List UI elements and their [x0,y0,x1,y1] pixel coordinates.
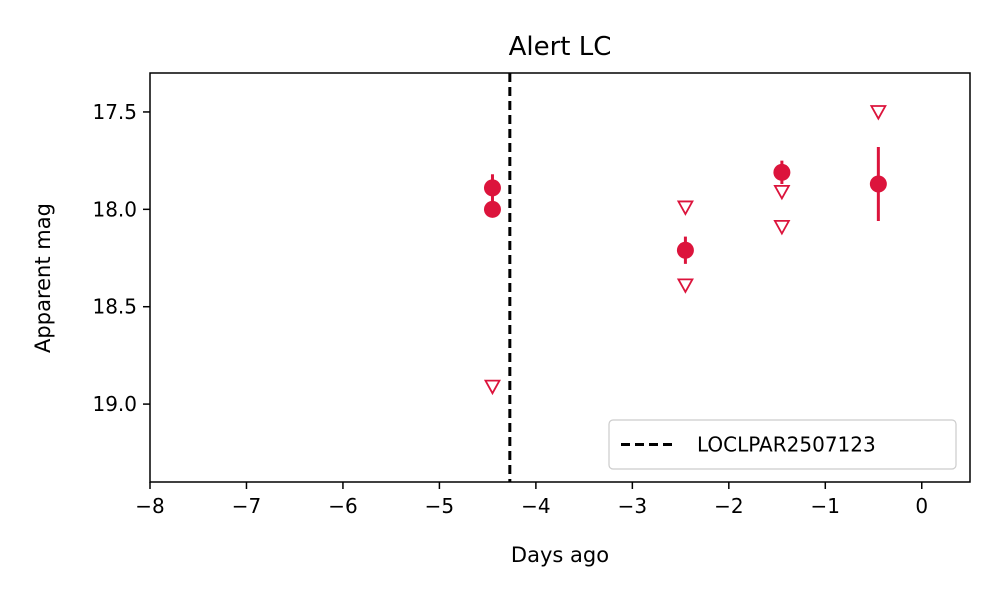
x-tick-label: −3 [618,494,647,518]
upper-limit-marker [773,184,791,201]
x-tick-label: −1 [811,494,840,518]
legend-box [608,419,957,470]
upper-limit-marker [869,105,887,121]
x-tick-label: −4 [521,494,550,518]
y-tick-label: 19.0 [92,392,137,416]
detection-marker [773,163,791,181]
detection-point [773,160,791,185]
x-tick-label: −2 [714,494,743,518]
detection-marker [483,179,501,197]
plot-area: −8 −7 −6 −5 −4 −3 −2 −1 0 17.5 18.0 18.5 19.0 LOCLPAR… [92,72,971,518]
y-tick-label: 18.0 [92,197,137,221]
legend: LOCLPAR2507123 [608,419,957,470]
detection-point [676,236,694,264]
detection-point [483,200,501,218]
detection-marker [676,241,694,259]
legend-label: LOCLPAR2507123 [697,433,876,457]
x-tick-label: −7 [232,494,261,518]
detection-point [483,174,501,202]
y-axis-label: Apparent mag [31,203,55,353]
upper-limit-marker [483,379,502,396]
x-axis-label: Days ago [511,543,609,567]
upper-limit-marker [773,220,791,236]
x-tick-label: 0 [915,494,928,518]
axes-frame [149,72,971,483]
detection-point [869,147,887,222]
upper-limit-marker [676,200,694,216]
y-tick-label: 17.5 [92,100,137,124]
x-tick-label: −5 [425,494,454,518]
chart-title: Alert LC [509,32,612,62]
x-tick-label: −8 [135,494,164,518]
detection-marker [869,175,887,193]
upper-limit-marker [676,278,694,294]
y-tick-label: 18.5 [92,295,137,319]
detection-marker [483,200,501,218]
x-tick-label: −6 [328,494,357,518]
